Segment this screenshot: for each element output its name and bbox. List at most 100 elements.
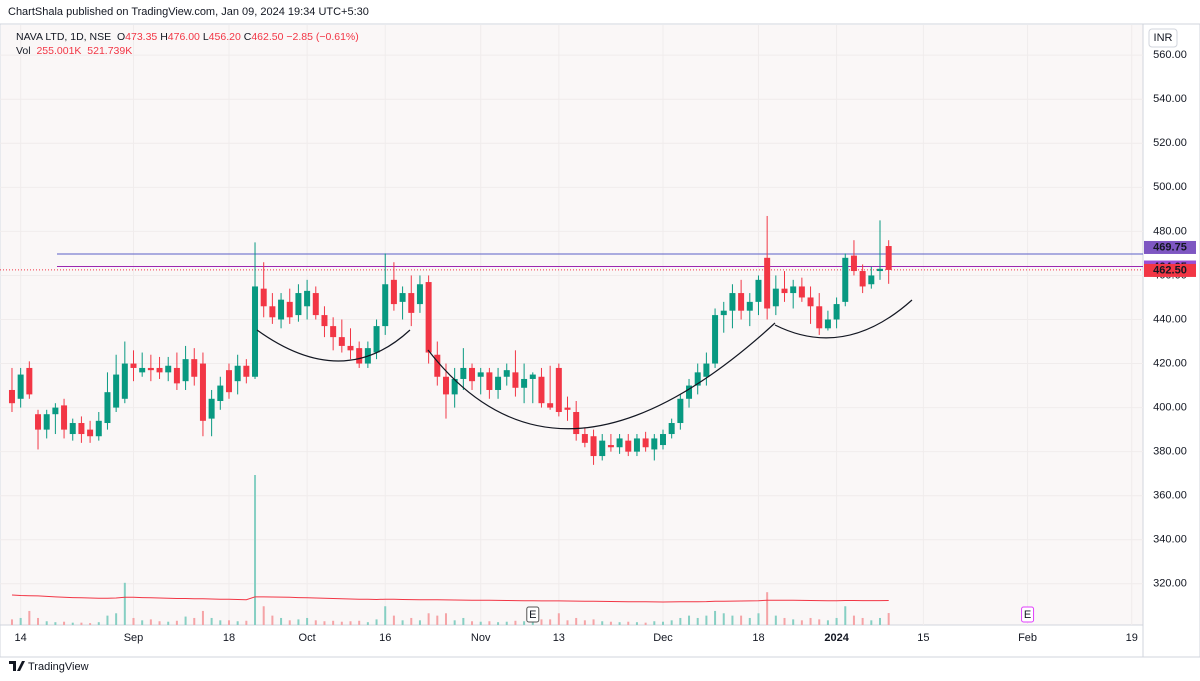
candle-body <box>69 423 76 435</box>
candle-body <box>512 372 519 388</box>
event-box <box>526 606 540 623</box>
candle-body <box>260 288 267 307</box>
candle-body <box>234 365 241 382</box>
x-tick-label: Oct <box>299 632 316 644</box>
x-tick-label: Nov <box>471 632 491 644</box>
candle-body <box>95 420 102 437</box>
candle-body <box>390 279 397 305</box>
volume-bar <box>254 475 257 625</box>
candle-body <box>442 376 449 395</box>
volume-bar <box>757 613 760 625</box>
level-label: 469.75 <box>1153 241 1187 253</box>
change: −2.85 (−0.61%) <box>286 31 359 43</box>
ohlc: O473.35 H476.00 L456.20 C462.50 <box>117 31 286 43</box>
legend: NAVA LTD, 1D, NSE O473.35 H476.00 L456.2… <box>16 30 359 58</box>
x-tick-label: 19 <box>1126 632 1138 644</box>
volume-bar <box>297 619 300 625</box>
candle-body <box>356 348 363 364</box>
volume-bar <box>444 613 447 625</box>
candle-body <box>78 423 85 435</box>
candle-body <box>17 374 24 399</box>
x-tick-label: 18 <box>752 632 764 644</box>
volume-bar <box>627 621 630 625</box>
volume-bar <box>418 620 421 625</box>
candle-body <box>503 370 510 377</box>
candle-body <box>659 434 666 446</box>
candle-body <box>321 315 328 327</box>
volume-bar <box>644 622 647 625</box>
grid <box>0 25 1143 625</box>
candle-body <box>712 315 719 364</box>
volume-bar <box>800 620 803 625</box>
x-tick-label: Dec <box>653 632 673 644</box>
x-tick-label: Feb <box>1018 632 1037 644</box>
volume-bar <box>670 620 673 625</box>
candle-body <box>147 367 154 371</box>
volume-bar <box>366 622 369 625</box>
ohlc-value: 476.00 <box>167 31 200 43</box>
curve-left <box>256 329 411 362</box>
candle-body <box>538 376 545 404</box>
plot-area <box>1 25 1143 625</box>
volume-bar <box>158 621 161 625</box>
candle-body <box>816 306 823 329</box>
published: ChartShala published on TradingView.com,… <box>8 6 369 18</box>
volume-bar <box>479 621 482 625</box>
candle-body <box>121 363 128 399</box>
candle-body <box>486 372 493 390</box>
candle-body <box>703 363 710 377</box>
volume-bar <box>575 617 578 625</box>
volume-bar <box>97 622 100 625</box>
volume-bar <box>688 615 691 625</box>
volume-bar <box>497 622 500 625</box>
volume-bar <box>193 617 196 625</box>
volume-bar <box>592 619 595 625</box>
volume-pane <box>10 475 890 625</box>
level-label-bg <box>1144 263 1196 277</box>
volume-ma-line <box>11 594 889 603</box>
candle-body <box>599 440 606 457</box>
volume-bar <box>861 617 864 625</box>
volume-bar <box>141 620 144 625</box>
x-tick-label: 15 <box>917 632 929 644</box>
y-tick-label: 540.00 <box>1153 93 1187 105</box>
candle-body <box>182 359 189 382</box>
event-label: E <box>529 609 536 621</box>
candle-body <box>199 363 206 421</box>
candle-body <box>885 246 892 270</box>
vol-label: Vol <box>16 45 31 57</box>
candle-body <box>547 403 554 408</box>
candle-body <box>590 436 597 457</box>
volume-bar <box>453 620 456 625</box>
volume-bar <box>887 613 890 625</box>
volume-bar <box>523 621 526 625</box>
volume-bar <box>410 617 413 625</box>
candle-body <box>521 378 528 388</box>
candle-body <box>104 392 111 424</box>
volume-bar <box>766 592 769 625</box>
volume-bar <box>375 619 378 625</box>
vol-value: 255.001K <box>36 45 82 57</box>
volume-bar <box>340 621 343 625</box>
candle-body <box>304 290 311 307</box>
ohlc-value: 456.20 <box>208 31 241 43</box>
volume-bar <box>167 621 170 625</box>
volume-bar <box>462 617 465 625</box>
candle-body <box>347 345 354 351</box>
legend-row: NAVA LTD, 1D, NSE O473.35 H476.00 L456.2… <box>16 30 359 44</box>
candle-body <box>581 434 588 443</box>
candle-body <box>87 429 94 437</box>
candle-body <box>868 275 875 285</box>
volume-bar <box>288 620 291 625</box>
y-tick-label: 500.00 <box>1153 181 1187 193</box>
y-tick-label: 340.00 <box>1153 534 1187 546</box>
candle-body <box>130 363 137 368</box>
volume-bar <box>531 622 534 625</box>
volume-bar <box>106 615 109 625</box>
volume-bar <box>679 617 682 625</box>
volume-bar <box>323 621 326 625</box>
candle-body <box>373 326 380 353</box>
x-tick-label: 14 <box>15 632 27 644</box>
candle-body <box>720 310 727 316</box>
